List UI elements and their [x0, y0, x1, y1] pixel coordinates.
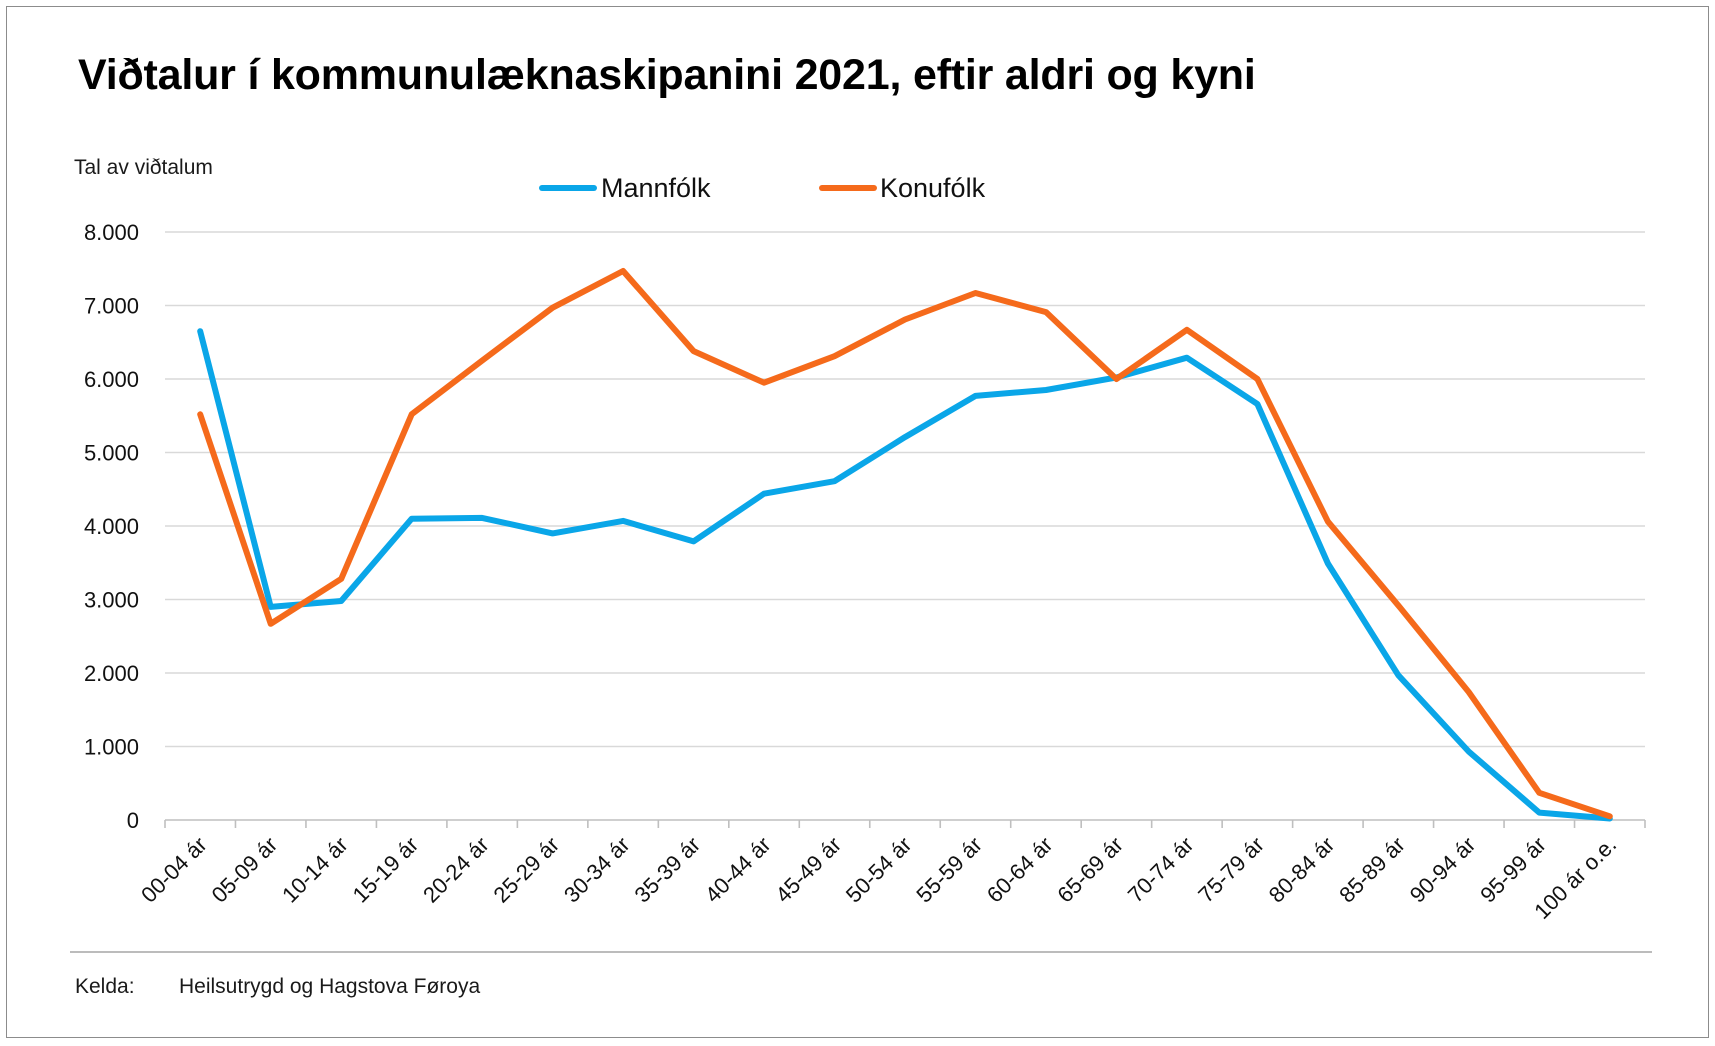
x-tick-label: 25-29 ár: [489, 832, 565, 908]
y-tick-label: 6.000: [84, 367, 139, 392]
x-tick-label: 55-59 ár: [911, 832, 987, 908]
y-tick-label: 7.000: [84, 294, 139, 319]
legend: Mannfólk Konufólk: [539, 173, 986, 203]
y-tick-label: 5.000: [84, 441, 139, 466]
x-tick-label: 65-69 ár: [1052, 832, 1128, 908]
y-tick-label: 8.000: [84, 220, 139, 245]
source-value: Heilsutrygd og Hagstova Føroya: [179, 975, 481, 998]
gridlines: [165, 231, 1645, 748]
x-tick-label: 35-39 ár: [629, 832, 705, 908]
x-tick-label: 10-14 ár: [277, 832, 353, 908]
x-tick-label: 20-24 ár: [418, 832, 494, 908]
y-tick-label: 4.000: [84, 514, 139, 539]
y-tick-label: 0: [127, 808, 139, 833]
x-tick-label: 15-19 ár: [348, 832, 424, 908]
x-tick-label: 80-84 ár: [1264, 832, 1340, 908]
y-tick-label: 1.000: [84, 735, 139, 760]
x-tick-label: 40-44 ár: [700, 832, 776, 908]
legend-label: Konufólk: [880, 173, 986, 203]
chart-frame: [6, 6, 1709, 1038]
x-tick-label: 50-54 ár: [841, 832, 917, 908]
x-tick-label: 90-94 ár: [1405, 832, 1481, 908]
x-tick-label: 85-89 ár: [1334, 832, 1410, 908]
x-axis: [164, 819, 1646, 828]
chart-title: Viðtalur í kommunulæknaskipanini 2021, e…: [78, 51, 1256, 99]
x-tick-label: 75-79 ár: [1193, 832, 1269, 908]
source-label: Kelda:: [75, 975, 135, 998]
series-line: [197, 328, 1613, 822]
x-tick-label: 45-49 ár: [770, 832, 846, 908]
x-tick-label: 60-64 ár: [982, 832, 1058, 908]
y-tick-label: 2.000: [84, 661, 139, 686]
series-line: [197, 268, 1613, 820]
series-lines: [197, 268, 1613, 822]
x-tick-label: 00-04 ár: [136, 832, 212, 908]
legend-label: Mannfólk: [601, 173, 711, 203]
y-tick-label: 3.000: [84, 588, 139, 613]
x-tick-label: 70-74 ár: [1123, 832, 1199, 908]
y-axis-ticks: 0 1.000 2.000 3.000 4.000 5.000 6.000 7.000 8.00…: [84, 220, 139, 833]
y-axis-title: Tal av viðtalum: [74, 156, 213, 179]
x-tick-label: 05-09 ár: [207, 832, 283, 908]
x-tick-label: 30-34 ár: [559, 832, 635, 908]
